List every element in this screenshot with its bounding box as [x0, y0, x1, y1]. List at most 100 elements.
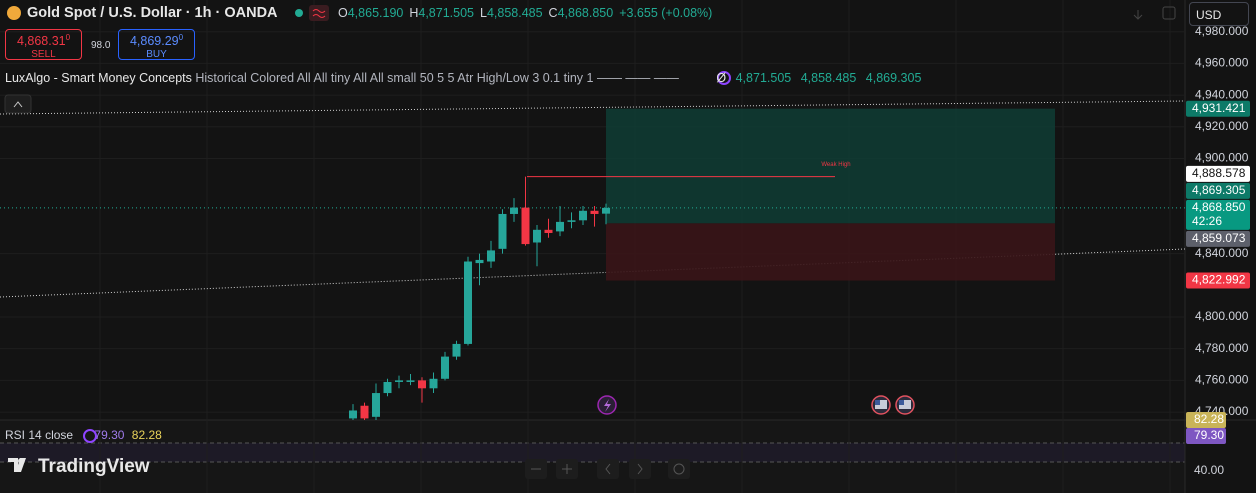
price-label-bg — [1186, 199, 1250, 230]
candle-body — [521, 207, 530, 245]
ohlc-value: 4,871.505 — [418, 6, 474, 20]
status-glyph — [312, 9, 326, 18]
y-tick-label: 4,960.000 — [1195, 56, 1249, 70]
currency-select[interactable]: USD — [1189, 2, 1249, 26]
price-label: 4,822.992 — [1192, 273, 1246, 287]
collapse-glyph — [13, 101, 23, 108]
rsi-source: close — [45, 428, 74, 442]
candle-body — [395, 380, 403, 382]
indicator-icon — [83, 429, 97, 443]
weak-high-label: Weak High — [821, 162, 850, 168]
y-tick-label: 4,920.000 — [1195, 119, 1249, 133]
rsi-axis-label: 79.30 — [1194, 428, 1224, 442]
scroll-left[interactable] — [597, 459, 619, 479]
y-tick-label: 4,900.000 — [1195, 151, 1249, 165]
symbol-icon — [7, 6, 21, 20]
price-label: 4,931.421 — [1192, 101, 1246, 115]
status-dot — [295, 9, 303, 17]
candle-body — [533, 229, 541, 243]
rsi-length: 14 — [28, 428, 42, 442]
ohlc-key: L — [479, 6, 487, 20]
candle-body — [498, 213, 507, 249]
candle-body — [441, 356, 449, 379]
brand-logo — [18, 458, 24, 464]
candle-body — [487, 250, 495, 262]
indicator-value: 4,858.485 — [800, 71, 857, 85]
price-labels: 4,980.000 4,960.000 4,940.000 4,920.000 4,90… — [1186, 24, 1250, 477]
price-label-bg — [1186, 165, 1250, 182]
candle-body — [429, 378, 438, 389]
zoom-in-glyph — [562, 464, 572, 474]
price-label: 4,888.578 — [1192, 166, 1246, 180]
y-tick-label: 4,780.000 — [1195, 341, 1249, 355]
indicator-name: LuxAlgo - Smart Money Concepts — [5, 71, 192, 85]
candle-body — [579, 210, 587, 221]
ohlc-change: +3.655 (+0.08%) — [619, 6, 713, 20]
rsi-name: RSI — [5, 428, 26, 442]
status-badge — [309, 5, 329, 21]
zone — [606, 223, 1055, 281]
y-tick-label: 4,940.000 — [1195, 87, 1249, 101]
y-tick-label: 4,980.000 — [1195, 24, 1249, 38]
y-tick-label: 4,800.000 — [1195, 309, 1249, 323]
ohlc-value: 4,865.190 — [347, 6, 404, 20]
symbol-title: Gold Spot / U.S. Dollar · 1h · OANDA — [27, 5, 278, 21]
candle-body — [349, 410, 357, 419]
rsi-ma-value: 82.28 — [131, 428, 162, 442]
buy-button[interactable]: 4,869.290 BUY — [118, 29, 195, 60]
zones: Weak High — [0, 108, 1185, 281]
sell-button[interactable]: 4,868.310 SELL — [5, 29, 82, 60]
sell-label: SELL — [31, 49, 56, 61]
spread: 98.0 — [91, 40, 111, 51]
candle-body — [556, 221, 564, 232]
ohlc-key: C — [548, 6, 558, 20]
buy-price-main: 4,869.29 — [129, 34, 179, 49]
candle-body — [590, 210, 599, 214]
indicator-params: Historical Colored All All tiny All All … — [195, 71, 679, 85]
sell-price: 4,868.310 — [6, 31, 81, 48]
price-label: 4,868.850 — [1192, 200, 1246, 214]
ohlc-key: H — [409, 6, 419, 20]
candle-body — [544, 229, 553, 233]
price-label-bg — [1186, 182, 1250, 199]
toolbar-icon[interactable] — [1162, 6, 1176, 20]
flag — [899, 400, 911, 409]
scroll-right-glyph — [637, 463, 643, 475]
grid — [0, 0, 1185, 493]
reset[interactable] — [668, 459, 690, 479]
price-label-bg — [1186, 272, 1250, 289]
indicator-icon — [717, 71, 731, 85]
candle-body — [567, 220, 576, 222]
scroll-right[interactable] — [629, 459, 651, 479]
rsi-axis-label-bg — [1186, 412, 1226, 428]
toolbar-icon[interactable] — [1133, 10, 1143, 20]
zoom-toolbar — [525, 459, 690, 479]
candle-body — [418, 380, 426, 389]
candle-body — [372, 393, 380, 417]
price-label-bg — [1186, 230, 1250, 247]
sell-price-pip: 0 — [65, 33, 71, 42]
indicator-legend: LuxAlgo - Smart Money Concepts Historica… — [5, 71, 921, 85]
ohlc-key: O — [338, 6, 348, 20]
ohlc: O 4,865.190 H 4,871.505 L 4,858.485 C 4,868.… — [338, 6, 718, 20]
candle-body — [383, 381, 392, 394]
brand: TradingView — [38, 456, 150, 477]
rsi-axis-label-bg — [1186, 428, 1226, 444]
trend-line — [0, 100, 1186, 115]
buy-price: 4,869.290 — [119, 31, 194, 48]
candle-body — [406, 380, 415, 382]
candle-body — [360, 405, 369, 419]
candle-body — [464, 261, 472, 344]
y-tick-label: 4,840.000 — [1195, 246, 1249, 260]
ohlc-value: 4,868.850 — [557, 6, 614, 20]
sell-price-main: 4,868.31 — [16, 34, 66, 49]
buy-price-pip: 0 — [178, 33, 184, 42]
candles — [349, 176, 610, 420]
rsi-band — [0, 443, 1185, 462]
scroll-left-glyph — [605, 463, 611, 475]
collapse-button[interactable] — [4, 94, 32, 114]
rsi-axis-label: 82.28 — [1194, 412, 1224, 426]
candle-body — [510, 207, 518, 214]
indicator-value: 4,871.505 — [735, 71, 792, 85]
indicator-symbol: Ø — [716, 71, 727, 85]
